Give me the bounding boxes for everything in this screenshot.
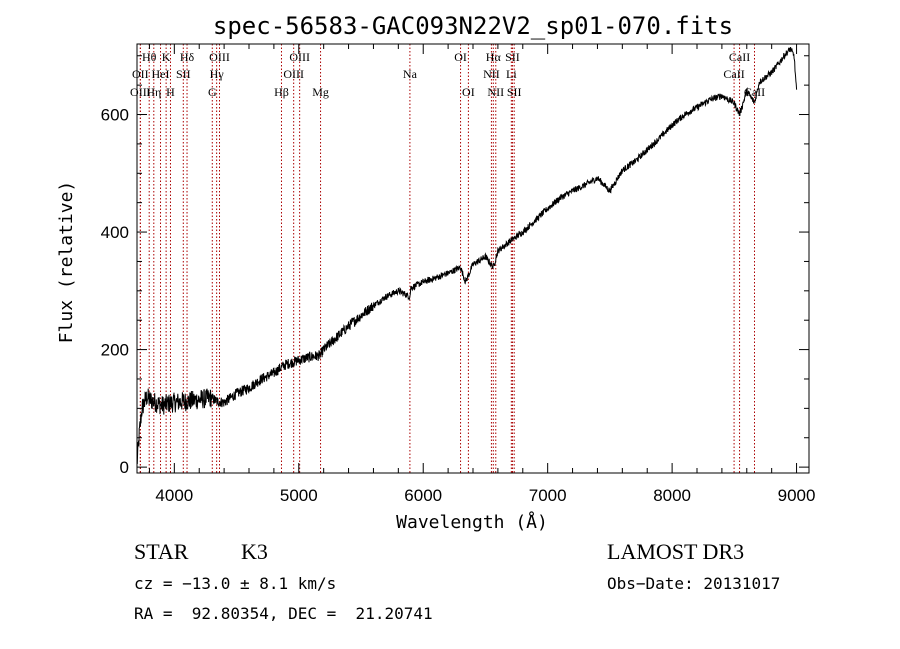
spectral-lines [139, 44, 755, 473]
spectral-line-label: G [208, 85, 217, 99]
x-axis-label: Wavelength (Å) [396, 511, 548, 533]
spectral-line-label: OIII [283, 67, 304, 81]
y-axis-label: Flux (relative) [56, 181, 77, 344]
spectral-line-label: CaII [723, 67, 744, 81]
y-tick-label: 0 [120, 458, 129, 477]
x-tick-label: 5000 [280, 486, 318, 505]
spectral-line-label: SII [505, 50, 520, 64]
spectral-line-label: OI [462, 85, 475, 99]
object-class: STAR [134, 539, 189, 564]
spectral-line-label: Li [506, 67, 517, 81]
spectral-line-label: HeI [152, 67, 170, 81]
spectral-line-label: Hα [486, 50, 502, 64]
spectral-line-label: SII [176, 67, 191, 81]
spectral-line-label: OIII [289, 50, 310, 64]
y-tick-label: 600 [101, 106, 129, 125]
spectral-line-label: Mg [312, 85, 329, 99]
x-tick-label: 9000 [778, 486, 816, 505]
spectral-line-label: Na [403, 67, 418, 81]
spectral-line-label: H [166, 85, 175, 99]
spectral-line-label: NII [483, 67, 500, 81]
spectral-line-label: Hγ [210, 67, 225, 81]
x-tick-label: 8000 [653, 486, 691, 505]
spectral-line-label: OIII [209, 50, 230, 64]
y-tick-label: 200 [101, 341, 129, 360]
x-tick-label: 6000 [404, 486, 442, 505]
spectrum-line [136, 46, 798, 465]
redshift-cz: cz = −13.0 ± 8.1 km/s [134, 574, 337, 593]
spectral-line-label: OI [454, 50, 467, 64]
x-tick-label: 4000 [155, 486, 193, 505]
survey-name: LAMOST DR3 [607, 539, 745, 564]
plot-frame [136, 43, 810, 474]
y-tick-label: 400 [101, 223, 129, 242]
spectral-line-label: Hθ [142, 50, 157, 64]
spectral-line-label: OIII [130, 85, 151, 99]
spectral-line-label: CaII [744, 85, 765, 99]
coordinates: RA = 92.80354, DEC = 21.20741 [134, 604, 433, 623]
axis-ticks: 4000 5000 6000 7000 8000 9000 0 200 400 600 [101, 44, 816, 505]
observation-date: Obs−Date: 20131017 [607, 574, 781, 593]
x-tick-label: 7000 [529, 486, 567, 505]
spectral-line-label: Hβ [274, 85, 289, 99]
spectral-line-label: Hη [146, 85, 161, 99]
spectral-line-label: Hδ [180, 50, 195, 64]
spectral-line-label: NII [487, 85, 504, 99]
spectral-line-label: K [162, 50, 171, 64]
spectral-line-label: SII [507, 85, 522, 99]
spectral-line-label: OII [132, 67, 149, 81]
spectrum-series [136, 46, 798, 465]
chart-title: spec-56583-GAC093N22V2_sp01-070.fits [213, 12, 733, 40]
spectral-line-label: CaII [729, 50, 750, 64]
object-subclass: K3 [241, 539, 268, 564]
